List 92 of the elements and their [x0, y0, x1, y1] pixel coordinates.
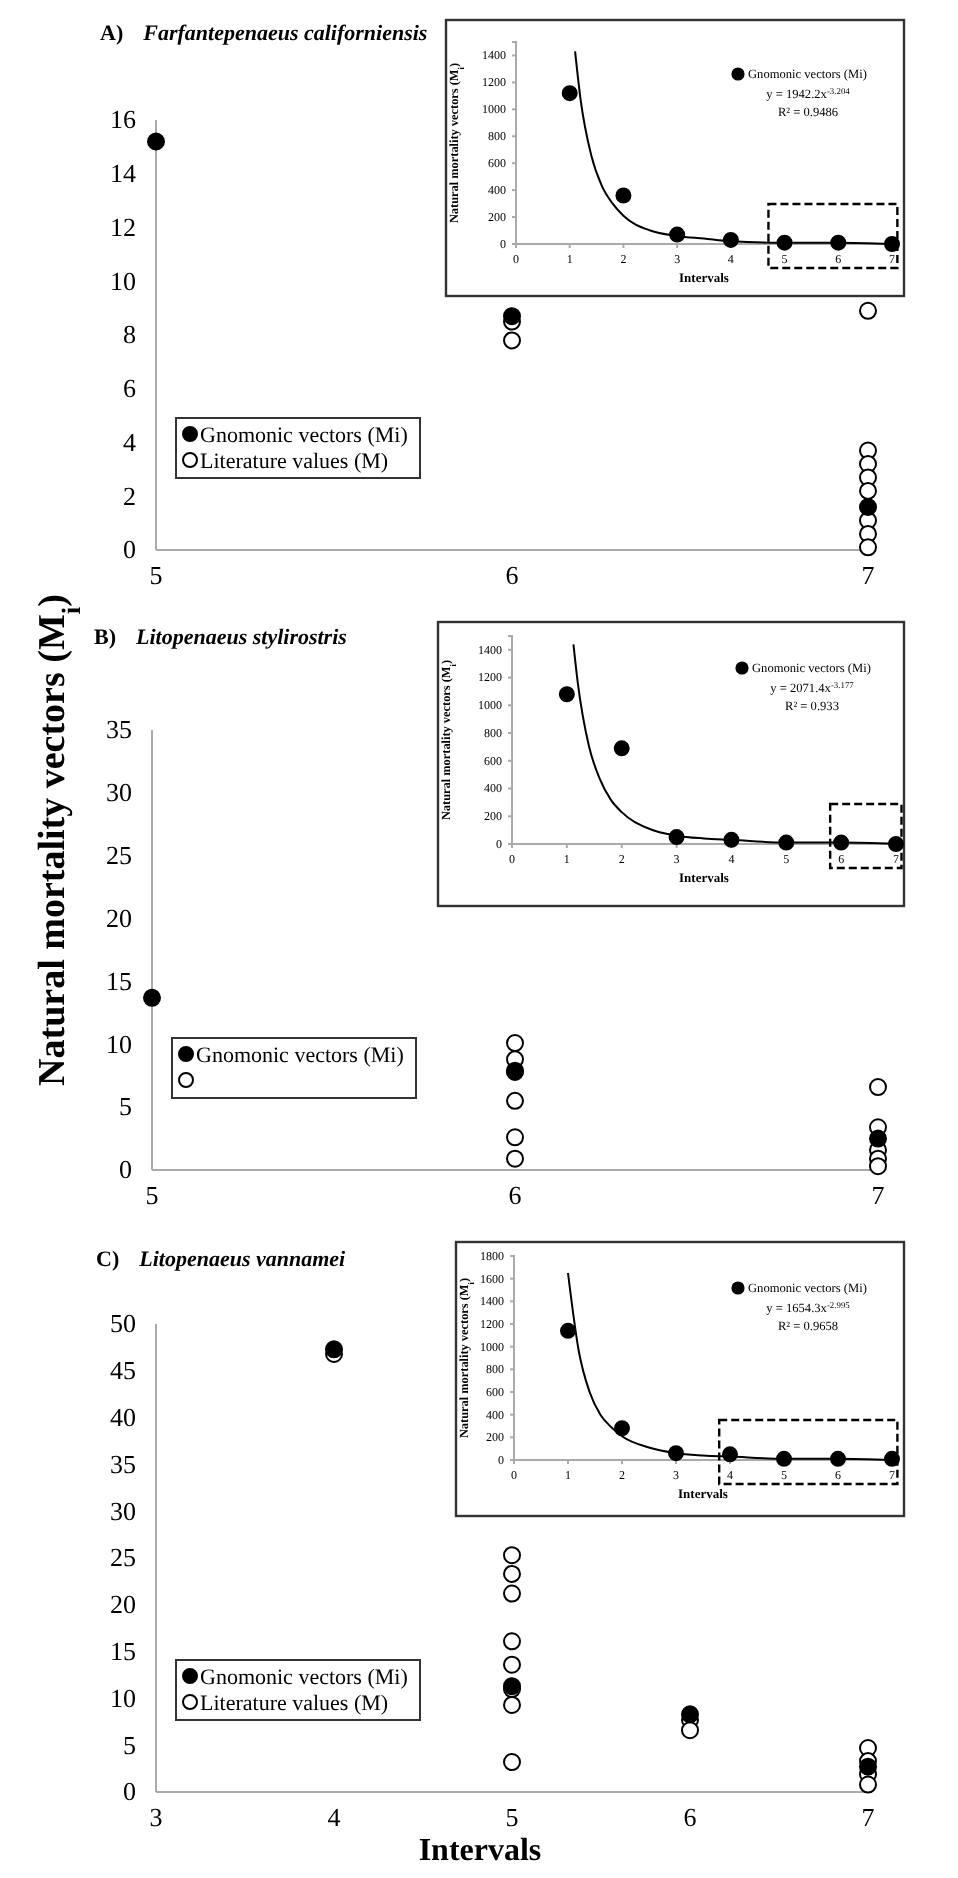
y-tick-label: 6: [123, 373, 137, 404]
y-tick-label: 20: [110, 1589, 136, 1620]
y-tick-label: 30: [106, 777, 132, 808]
y-tick-label: 12: [110, 211, 136, 242]
point: [859, 1775, 877, 1794]
x-tick-label: 3: [149, 1802, 163, 1833]
point: [561, 85, 578, 102]
point: [503, 1753, 521, 1772]
point: [558, 686, 575, 703]
y-tick-label: 25: [106, 840, 132, 871]
point: [613, 740, 630, 757]
point: [722, 1446, 738, 1463]
point: [869, 1129, 887, 1148]
point: [503, 331, 521, 350]
x-axis-title: Intervals: [418, 1834, 542, 1868]
point: [869, 1078, 887, 1097]
chart-title: B) Litopenaeus stylirostris: [94, 626, 347, 650]
y-tick-label: 15: [110, 1635, 136, 1666]
legend-label: Gnomonic vectors (Mi): [200, 1665, 409, 1690]
y-tick-label: 5: [123, 1729, 136, 1760]
point: [506, 1091, 524, 1110]
legend-label: Literature values (M): [200, 1691, 389, 1716]
x-tick-label: 5: [149, 560, 163, 591]
y-tick-label: 45: [110, 1355, 136, 1386]
y-tick-label: 35: [110, 1448, 136, 1479]
y-tick-label: 16: [110, 104, 137, 135]
y-tick-label: 0: [123, 534, 136, 565]
point: [859, 538, 877, 557]
point: [143, 988, 161, 1007]
legend-label: Gnomonic vectors (Mi): [200, 423, 409, 448]
point: [503, 1655, 521, 1674]
point: [668, 829, 685, 846]
point: [859, 301, 877, 320]
y-tick-label: 40: [110, 1401, 136, 1432]
point: [884, 1450, 900, 1467]
y-tick-label: 35: [106, 714, 132, 745]
point: [506, 1149, 524, 1168]
y-tick-label: 14: [110, 158, 137, 189]
point: [506, 1128, 524, 1147]
y-tick-label: 30: [110, 1495, 136, 1526]
x-tick-label: 6: [683, 1802, 698, 1833]
y-tick-label: 8: [123, 319, 136, 350]
point: [560, 1322, 576, 1339]
x-tick-label: 7: [861, 1802, 876, 1833]
point: [503, 307, 521, 326]
chart-title: A) Farfantepenaeus californiensis: [100, 22, 428, 46]
point: [503, 1695, 521, 1714]
point: [859, 498, 877, 516]
point: [503, 1546, 521, 1565]
point: [722, 231, 739, 248]
y-tick-label: 10: [106, 1028, 132, 1059]
y-tick-label: 20: [106, 902, 132, 933]
x-tick-label: 4: [327, 1802, 342, 1833]
point: [830, 234, 847, 251]
point: [669, 226, 686, 243]
point: [503, 1584, 521, 1603]
point: [681, 1721, 699, 1740]
y-tick-label: 0: [119, 1154, 132, 1185]
point: [830, 1450, 846, 1467]
point: [615, 187, 632, 204]
point: [503, 1564, 521, 1583]
point: [681, 1705, 699, 1724]
point: [884, 236, 900, 252]
y-tick-label: 0: [123, 1776, 136, 1807]
point: [776, 234, 793, 251]
y-tick-label: 10: [110, 265, 136, 296]
chart-title: C) Litopenaeus vannamei: [96, 1248, 348, 1272]
y-tick-label: 5: [119, 1091, 132, 1122]
point: [506, 1034, 524, 1053]
point: [147, 132, 165, 151]
point: [833, 834, 850, 851]
point: [776, 1450, 792, 1467]
y-tick-label: 10: [110, 1682, 136, 1713]
point: [869, 1157, 887, 1176]
point: [859, 481, 877, 500]
legend-label: Literature values (M): [200, 449, 389, 474]
x-tick-label: 7: [861, 560, 876, 591]
point: [778, 834, 795, 851]
point: [723, 831, 740, 848]
point: [614, 1420, 630, 1437]
point: [503, 1632, 521, 1651]
x-tick-label: 5: [145, 1180, 159, 1211]
y-tick-label: 15: [106, 965, 132, 996]
y-tick-label: 2: [123, 480, 136, 511]
y-tick-label: 25: [110, 1542, 136, 1573]
y-tick-label: 4: [123, 426, 137, 457]
x-tick-label: 7: [871, 1180, 886, 1211]
point: [668, 1445, 684, 1462]
y-tick-label: 50: [110, 1308, 136, 1339]
point: [888, 836, 904, 852]
legend-label: Gnomonic vectors (Mi): [196, 1043, 405, 1068]
point: [859, 1757, 877, 1776]
